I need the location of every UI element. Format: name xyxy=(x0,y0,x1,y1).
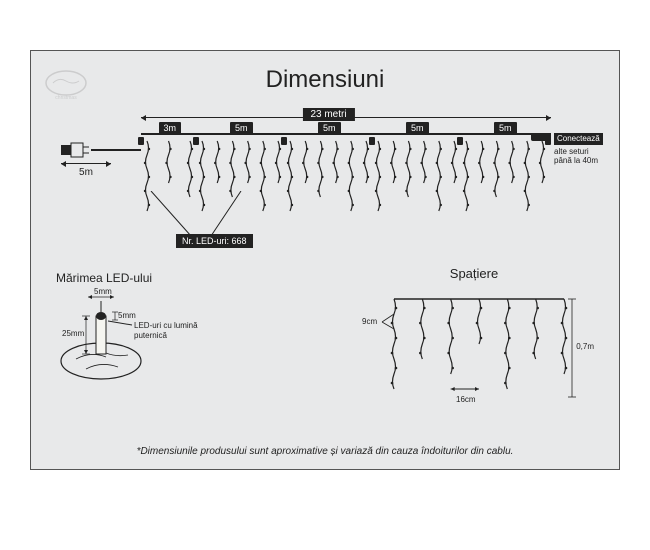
lead-cable-dim: 5m xyxy=(61,163,111,178)
total-length-arrow xyxy=(141,117,551,118)
led-desc: LED-uri cu lumină puternică xyxy=(134,321,214,340)
spacing-drawing: 9cm 16cm 0,7m xyxy=(354,287,594,417)
hgap-label: 16cm xyxy=(456,395,476,404)
spacing-title: Spațiere xyxy=(354,266,594,281)
footnote: *Dimensiunile produsului sunt aproximati… xyxy=(137,446,514,457)
spacing-section: Spațiere 9cm 16cm 0,7m xyxy=(354,266,594,417)
connect-line2: până la 40m xyxy=(554,156,598,165)
vgap-label: 9cm xyxy=(362,317,377,326)
segment-label: 5m xyxy=(230,122,253,134)
brand-logo: christmas xyxy=(41,61,91,101)
lead-cable xyxy=(91,149,141,151)
icicle-group xyxy=(372,135,460,245)
connect-note: Conectează alte seturi până la 40m xyxy=(554,133,614,166)
segment-label: 5m xyxy=(318,122,341,134)
connect-line1: alte seturi xyxy=(554,147,589,156)
icicle-group xyxy=(460,135,548,245)
led-desc-arrow xyxy=(108,319,134,329)
segment-label: 3m xyxy=(159,122,182,134)
page-title: Dimensiuni xyxy=(266,66,385,94)
nr-led-label: Nr. LED-uri: 668 xyxy=(176,234,253,248)
drop-label: 0,7m xyxy=(576,342,594,351)
icicle-group xyxy=(284,135,372,245)
led-size-section: Mărimea LED-ului 5mm 5mm 25mm L xyxy=(56,271,256,391)
segment-label: 5m xyxy=(494,122,517,134)
lead-cable-label: 5m xyxy=(61,167,111,178)
led-body-label: 25mm xyxy=(62,329,84,338)
plug-icon xyxy=(61,141,91,159)
svg-text:christmas: christmas xyxy=(55,95,77,101)
led-size-drawing: 5mm 5mm 25mm LED-uri cu lumină puternică xyxy=(56,291,206,391)
segment-label: 5m xyxy=(406,122,429,134)
led-size-title: Mărimea LED-ului xyxy=(56,271,256,285)
led-width-label: 5mm xyxy=(94,287,112,296)
main-diagram: 23 metri 5m 3m 5m 5m 5m 5m Conectează alte s… xyxy=(51,105,606,255)
nr-led-callout-lines xyxy=(141,191,261,239)
total-length-label: 23 metri xyxy=(302,108,354,121)
connect-heading: Conectează xyxy=(554,133,603,145)
diagram-frame: christmas Dimensiuni 23 metri 5m 3m 5m 5m 5… xyxy=(30,50,620,470)
end-connector-icon xyxy=(531,131,551,143)
